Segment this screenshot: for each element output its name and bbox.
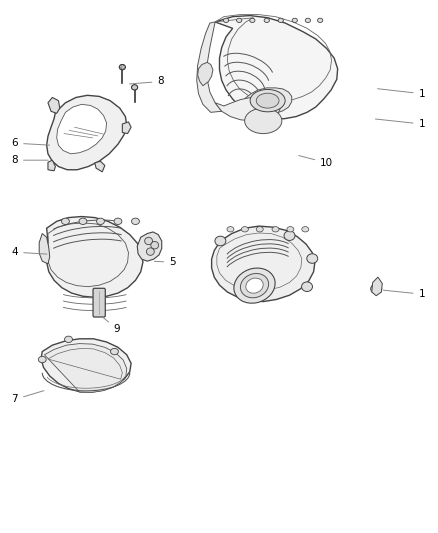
Text: 8: 8 (11, 155, 48, 165)
Polygon shape (46, 216, 143, 297)
Text: 4: 4 (11, 247, 47, 257)
Ellipse shape (240, 273, 268, 298)
Polygon shape (48, 98, 60, 114)
Ellipse shape (131, 85, 138, 90)
Polygon shape (41, 339, 131, 392)
Polygon shape (197, 62, 212, 86)
Ellipse shape (146, 248, 154, 255)
Ellipse shape (64, 336, 72, 343)
Text: 9: 9 (102, 317, 120, 334)
Ellipse shape (241, 227, 248, 232)
Ellipse shape (226, 227, 233, 232)
Polygon shape (44, 344, 127, 392)
Ellipse shape (286, 227, 293, 232)
Polygon shape (57, 104, 106, 154)
Ellipse shape (283, 231, 294, 240)
Ellipse shape (96, 218, 104, 224)
Ellipse shape (245, 278, 263, 293)
Ellipse shape (119, 64, 125, 70)
Polygon shape (215, 98, 280, 121)
Ellipse shape (291, 18, 297, 22)
Ellipse shape (301, 227, 308, 232)
Ellipse shape (250, 90, 285, 112)
Ellipse shape (223, 18, 228, 22)
Polygon shape (242, 88, 291, 115)
Polygon shape (371, 277, 381, 296)
Text: 7: 7 (11, 391, 44, 405)
Ellipse shape (256, 93, 279, 108)
Ellipse shape (38, 357, 46, 363)
Text: 1: 1 (377, 88, 424, 99)
Ellipse shape (278, 18, 283, 22)
Polygon shape (95, 161, 105, 172)
Polygon shape (48, 160, 55, 171)
Ellipse shape (304, 18, 310, 22)
Polygon shape (211, 226, 314, 302)
Text: 6: 6 (11, 138, 49, 148)
Ellipse shape (114, 218, 122, 224)
Polygon shape (46, 95, 127, 169)
Ellipse shape (110, 349, 118, 355)
Ellipse shape (131, 218, 139, 224)
Ellipse shape (233, 268, 275, 303)
Text: 1: 1 (374, 119, 424, 129)
Polygon shape (215, 15, 337, 119)
Ellipse shape (244, 108, 281, 134)
Ellipse shape (249, 18, 254, 22)
Polygon shape (39, 233, 49, 264)
Ellipse shape (301, 282, 312, 292)
Ellipse shape (256, 227, 263, 232)
Ellipse shape (145, 237, 152, 245)
Ellipse shape (317, 18, 322, 22)
Polygon shape (196, 22, 221, 112)
Ellipse shape (272, 227, 279, 232)
Ellipse shape (79, 218, 87, 224)
FancyBboxPatch shape (93, 288, 105, 317)
Ellipse shape (306, 254, 317, 263)
Polygon shape (122, 122, 131, 134)
Ellipse shape (150, 241, 158, 249)
Text: 1: 1 (382, 289, 424, 299)
Text: 10: 10 (298, 156, 332, 168)
Ellipse shape (215, 236, 225, 246)
Text: 8: 8 (129, 77, 164, 86)
Text: 5: 5 (154, 257, 175, 267)
Polygon shape (137, 232, 161, 261)
Ellipse shape (264, 18, 269, 22)
Ellipse shape (370, 284, 381, 294)
Ellipse shape (61, 218, 69, 224)
Ellipse shape (236, 18, 241, 22)
